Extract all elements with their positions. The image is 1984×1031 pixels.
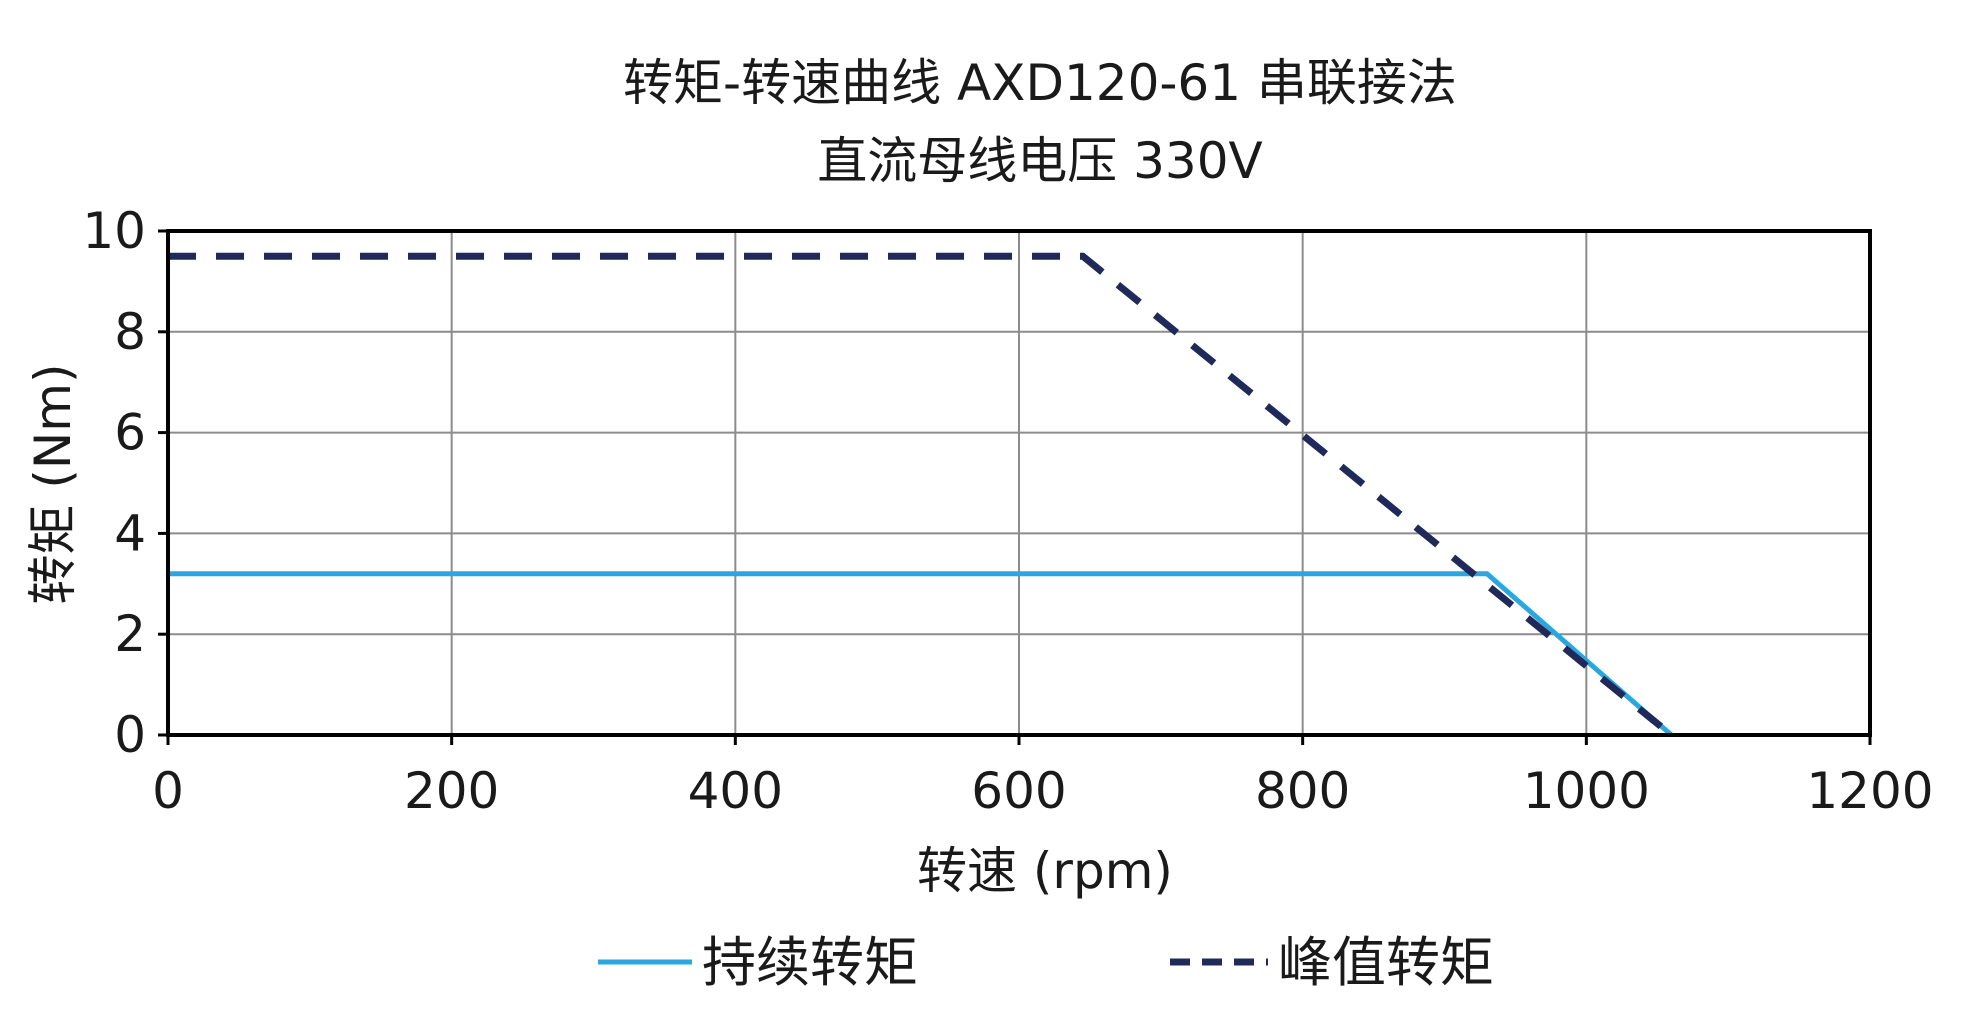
grid — [167, 230, 1871, 736]
x-tick-label: 1000 — [1523, 762, 1650, 820]
y-tick-label: 6 — [114, 404, 146, 462]
chart-subtitle: 直流母线电压 330V — [817, 132, 1263, 190]
x-tick-label: 0 — [152, 762, 184, 820]
series-line-peak-torque — [168, 252, 1674, 738]
y-axis-label: 转矩 (Nm) — [24, 363, 82, 604]
series-line-continuous-torque — [168, 571, 1674, 737]
series-layer — [168, 252, 1674, 738]
y-tick-label: 4 — [114, 504, 146, 562]
x-tick-label: 400 — [688, 762, 783, 820]
x-tick-label: 800 — [1255, 762, 1350, 820]
y-tick-label: 0 — [114, 706, 146, 764]
chart-title: 转矩-转速曲线 AXD120-61 串联接法 — [623, 54, 1457, 112]
x-tick-label: 200 — [404, 762, 499, 820]
y-tick-label: 2 — [114, 605, 146, 663]
y-tick-label: 10 — [82, 202, 146, 260]
x-axis-label: 转速 (rpm) — [917, 842, 1173, 900]
y-tick-label: 8 — [114, 303, 146, 361]
legend-label: 峰值转矩 — [1278, 931, 1494, 994]
x-tick-label: 600 — [971, 762, 1066, 820]
ticks: 0 200 400 600 800 1000 1200 0 2 4 6 8 10 — [82, 202, 1933, 820]
legend: 持续转矩 峰值转矩 — [598, 931, 1494, 994]
x-tick-label: 1200 — [1806, 762, 1933, 820]
legend-label: 持续转矩 — [702, 931, 918, 994]
